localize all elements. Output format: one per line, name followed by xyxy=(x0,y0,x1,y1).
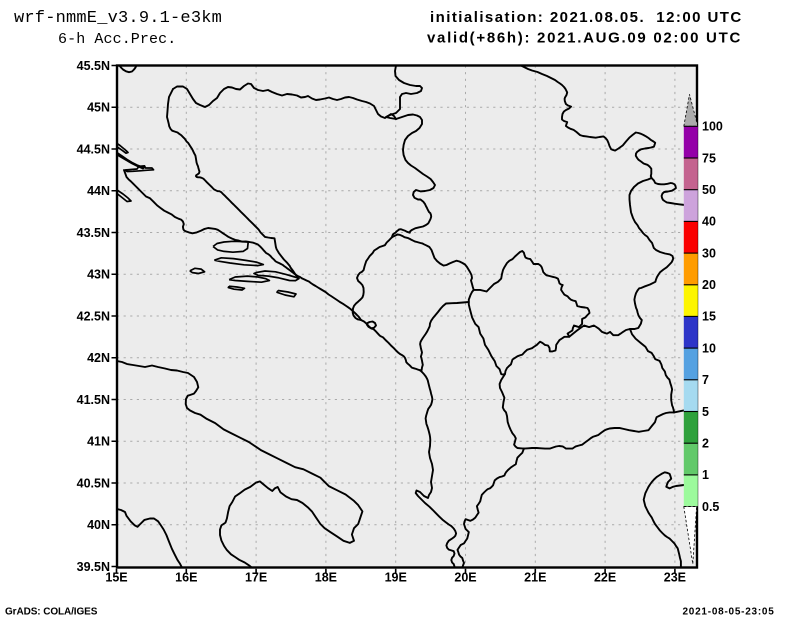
svg-text:23E: 23E xyxy=(664,571,686,585)
svg-text:10: 10 xyxy=(702,341,716,355)
svg-text:42N: 42N xyxy=(87,351,110,365)
svg-text:40N: 40N xyxy=(87,518,110,532)
svg-text:43.5N: 43.5N xyxy=(77,226,110,240)
svg-text:44.5N: 44.5N xyxy=(77,142,110,156)
svg-text:45N: 45N xyxy=(87,101,110,115)
svg-text:39.5N: 39.5N xyxy=(77,560,110,574)
svg-text:wrf-nmmE_v3.9.1-e3km: wrf-nmmE_v3.9.1-e3km xyxy=(14,9,222,28)
svg-text:75: 75 xyxy=(702,151,716,165)
svg-text:15: 15 xyxy=(702,310,716,324)
svg-text:50: 50 xyxy=(702,183,716,197)
svg-text:5: 5 xyxy=(702,405,709,419)
svg-text:2: 2 xyxy=(702,437,709,451)
svg-text:40: 40 xyxy=(702,215,716,229)
svg-text:22E: 22E xyxy=(594,571,616,585)
svg-text:30: 30 xyxy=(702,246,716,260)
svg-text:17E: 17E xyxy=(245,571,267,585)
svg-text:7: 7 xyxy=(702,373,709,387)
svg-text:42.5N: 42.5N xyxy=(77,309,110,323)
svg-text:41.5N: 41.5N xyxy=(77,393,110,407)
svg-text:16E: 16E xyxy=(175,571,197,585)
svg-text:100: 100 xyxy=(702,120,723,134)
svg-text:1: 1 xyxy=(702,468,709,482)
svg-text:40.5N: 40.5N xyxy=(77,476,110,490)
svg-text:44N: 44N xyxy=(87,184,110,198)
svg-text:2021-08-05-23:05: 2021-08-05-23:05 xyxy=(683,607,775,618)
svg-text:45.5N: 45.5N xyxy=(77,59,110,73)
svg-text:41N: 41N xyxy=(87,435,110,449)
svg-text:0.5: 0.5 xyxy=(702,500,719,514)
svg-text:21E: 21E xyxy=(524,571,546,585)
svg-text:valid(+86h): 2021.AUG.09 02:00: valid(+86h): 2021.AUG.09 02:00 UTC xyxy=(427,30,742,47)
svg-text:19E: 19E xyxy=(385,571,407,585)
svg-text:20E: 20E xyxy=(454,571,476,585)
svg-text:15E: 15E xyxy=(105,571,127,585)
svg-text:20: 20 xyxy=(702,278,716,292)
svg-text:18E: 18E xyxy=(315,571,337,585)
svg-text:GrADS: COLA/IGES: GrADS: COLA/IGES xyxy=(5,607,98,618)
svg-text:initialisation: 2021.08.05. 1: initialisation: 2021.08.05. 12:00 UTC xyxy=(430,9,743,26)
svg-text:6-h Acc.Prec.: 6-h Acc.Prec. xyxy=(58,31,176,48)
svg-text:43N: 43N xyxy=(87,268,110,282)
